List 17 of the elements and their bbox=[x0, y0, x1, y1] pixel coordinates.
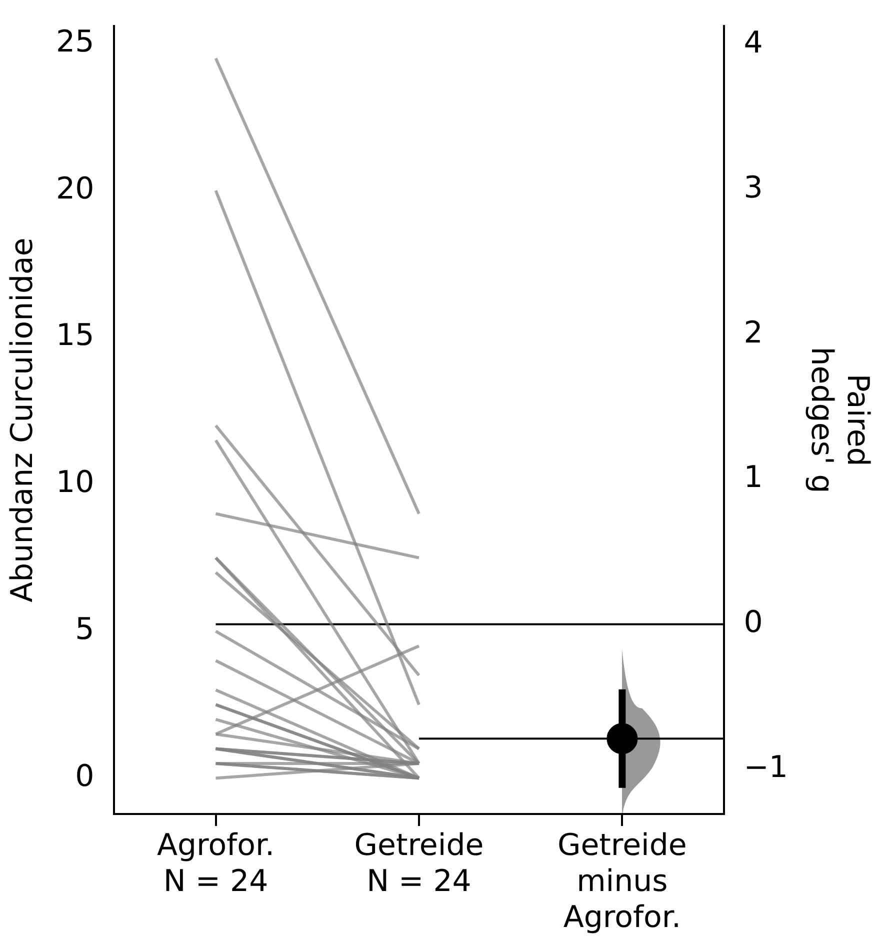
y-tick-label: 5 bbox=[75, 612, 94, 648]
y-tick-label: 20 bbox=[56, 171, 94, 206]
y-tick-label: 25 bbox=[56, 24, 94, 60]
y2-tick-label: 0 bbox=[744, 605, 763, 640]
y2-axis-title: Paired hedges' g bbox=[804, 346, 876, 494]
y2-tick-label: 4 bbox=[744, 26, 763, 61]
x-tick-label: Agrofor. N = 24 bbox=[156, 828, 275, 899]
y-tick-label: 10 bbox=[56, 465, 94, 500]
y-tick-label: 15 bbox=[56, 318, 94, 354]
y2-tick-label: −1 bbox=[744, 750, 788, 785]
x-tick-label: Getreide N = 24 bbox=[354, 828, 484, 899]
y2-tick-label: 2 bbox=[744, 315, 763, 350]
x-tick-label: Getreide minus Agrofor. bbox=[557, 828, 687, 935]
y2-tick-label: 1 bbox=[744, 460, 763, 496]
y-axis-title: Abundanz Curculionidae bbox=[4, 238, 40, 602]
y-tick-label: 0 bbox=[75, 758, 94, 794]
y2-tick-label: 3 bbox=[744, 170, 763, 206]
